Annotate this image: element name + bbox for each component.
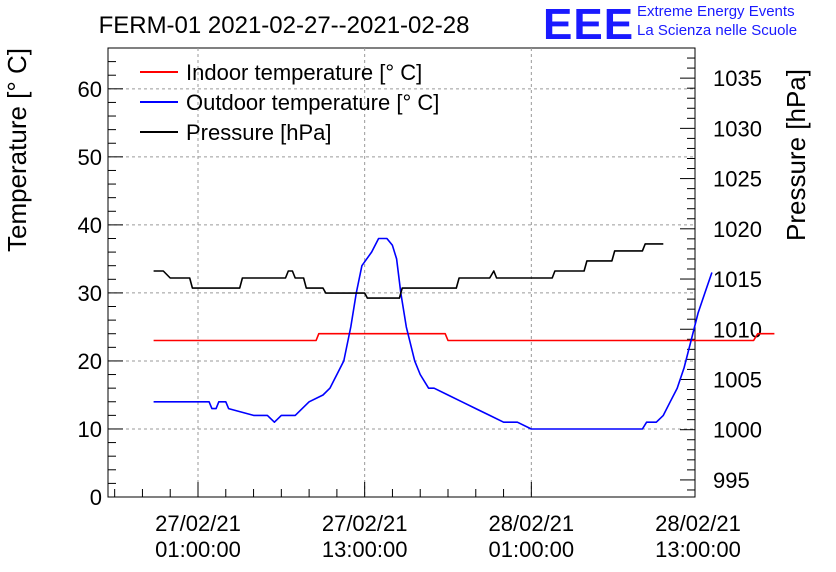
x-tick-label-date: 27/02/21: [322, 511, 408, 536]
legend-label-outdoor: Outdoor temperature [° C]: [186, 90, 439, 115]
y-left-tick-label: 30: [78, 281, 102, 306]
series-line-outdoor: [153, 237, 713, 430]
y-right-tick-label: 1000: [713, 418, 762, 443]
x-tick-label-time: 01:00:00: [489, 537, 575, 562]
series-line-pressure: [153, 243, 664, 299]
axes: 0102030405060995100010051010101510201025…: [78, 57, 762, 562]
y-left-tick-label: 60: [78, 77, 102, 102]
y-axis-right-label: Pressure [hPa]: [781, 69, 811, 241]
x-tick-label-time: 13:00:00: [655, 537, 741, 562]
y-right-tick-label: 1015: [713, 267, 762, 292]
legend-label-pressure: Pressure [hPa]: [186, 120, 332, 145]
series-line-indoor: [153, 332, 775, 342]
x-tick-label-date: 27/02/21: [155, 511, 241, 536]
y-axis-left-label: Temperature [° C]: [2, 48, 32, 252]
chart-title: FERM-01 2021-02-27--2021-02-28: [99, 12, 470, 39]
x-tick-label-time: 13:00:00: [322, 537, 408, 562]
y-left-tick-label: 0: [90, 485, 102, 510]
y-right-tick-label: 1030: [713, 116, 762, 141]
y-left-tick-label: 40: [78, 213, 102, 238]
x-tick-label-date: 28/02/21: [489, 511, 575, 536]
grid-lines: [108, 48, 695, 497]
y-right-tick-label: 1020: [713, 217, 762, 242]
legend-label-indoor: Indoor temperature [° C]: [186, 60, 422, 85]
y-right-tick-label: 1035: [713, 66, 762, 91]
x-tick-label-date: 28/02/21: [655, 511, 741, 536]
plot-frame: [107, 47, 696, 498]
eee-subtitle-1: Extreme Energy Events: [637, 3, 795, 20]
legend: Indoor temperature [° C] Outdoor temperat…: [140, 60, 439, 145]
y-left-tick-label: 20: [78, 349, 102, 374]
y-right-tick-label: 995: [713, 468, 750, 493]
x-tick-label-time: 01:00:00: [155, 537, 241, 562]
eee-subtitle-2: La Scienza nelle Scuole: [637, 22, 798, 39]
y-right-tick-label: 1010: [713, 317, 762, 342]
y-left-tick-label: 50: [78, 145, 102, 170]
y-right-tick-label: 1025: [713, 167, 762, 192]
series-lines: [153, 237, 775, 430]
y-right-tick-label: 1005: [713, 367, 762, 392]
y-left-tick-label: 10: [78, 417, 102, 442]
eee-logo: EEE: [543, 0, 635, 49]
